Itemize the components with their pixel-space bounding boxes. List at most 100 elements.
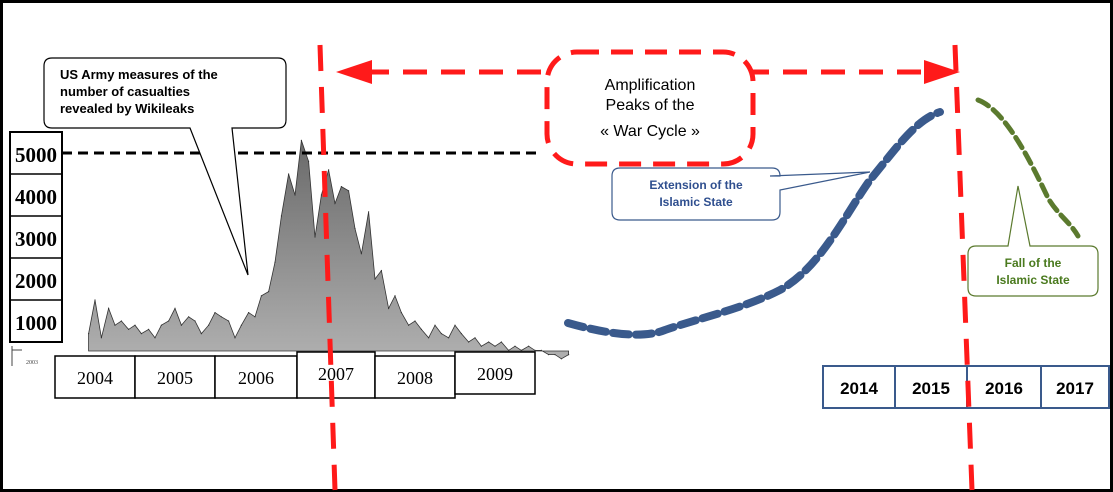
- casualties-point: [514, 345, 516, 347]
- y-tick-label: 5000: [15, 143, 57, 167]
- casualties-point: [508, 349, 510, 351]
- casualties-point: [420, 328, 422, 330]
- casualties-point: [494, 345, 496, 347]
- casualties-point: [408, 324, 410, 326]
- future-x-tick-label: 2015: [912, 379, 950, 398]
- casualties-point: [540, 349, 543, 351]
- extension-curve: [564, 108, 944, 339]
- future-x-tick-label: 2014: [840, 379, 878, 398]
- casualties-point: [560, 358, 563, 360]
- fall-callout-line-2: Islamic State: [996, 273, 1070, 287]
- casualties-point: [434, 324, 436, 326]
- future-x-tick-box: [1040, 365, 1110, 409]
- casualties-point: [460, 333, 462, 335]
- casualties-point: [388, 307, 390, 309]
- casualties-point: [140, 333, 142, 335]
- casualties-point: [100, 337, 102, 339]
- casualties-point: [94, 299, 96, 301]
- casualties-point: [554, 354, 556, 356]
- x-tick-box: [454, 351, 536, 395]
- future-x-tick-label: 2017: [1056, 379, 1094, 398]
- x-tick-label: 2009: [477, 364, 513, 384]
- y-axis: 5000 4000 3000 2000 1000: [9, 131, 63, 343]
- fall-curve: [975, 97, 1081, 239]
- y-tick-label: 1000: [15, 311, 57, 335]
- cycle-arrow-head-right: [924, 60, 960, 84]
- x-tick-label: 2004: [77, 368, 113, 388]
- casualties-point: [414, 320, 416, 322]
- casualties-point: [214, 312, 216, 314]
- casualties-point: [120, 320, 122, 322]
- cycle-boundary-right: [952, 44, 975, 491]
- wikileaks-callout-shape: [43, 57, 287, 276]
- casualties-point: [114, 324, 116, 326]
- casualties-point: [400, 312, 402, 314]
- war-cycle-box-line-1: Amplification: [605, 77, 696, 94]
- casualties-point: [380, 270, 382, 272]
- casualties-point: [154, 337, 156, 339]
- casualties-point: [328, 169, 330, 171]
- casualties-point: [488, 341, 490, 343]
- casualties-point: [234, 337, 236, 339]
- casualties-point: [208, 324, 210, 326]
- cycle-boundary-left: [317, 44, 338, 491]
- casualties-point: [334, 202, 336, 204]
- extension-callout-shape: [611, 167, 871, 221]
- x-tick-label: 2005: [157, 368, 193, 388]
- casualties-point: [548, 354, 550, 356]
- casualties-point: [88, 333, 90, 335]
- casualties-point: [180, 324, 182, 326]
- casualties-point: [274, 261, 276, 263]
- casualties-point: [468, 341, 470, 343]
- x-tick-label: 2006: [238, 368, 274, 388]
- fall-callout-line-1: Fall of the: [1005, 256, 1062, 270]
- future-x-tick-box: [822, 365, 896, 409]
- casualties-point: [368, 211, 370, 213]
- extension-callout: Extension of the Islamic State: [611, 167, 871, 221]
- casualties-point: [308, 160, 310, 162]
- casualties-point: [108, 307, 110, 309]
- fall-callout-shape: [967, 185, 1099, 297]
- casualties-point: [128, 328, 130, 330]
- casualties-point: [288, 173, 290, 175]
- casualties-point: [240, 324, 242, 326]
- casualties-point: [348, 190, 350, 192]
- casualties-point: [474, 337, 476, 339]
- casualties-point: [248, 312, 250, 314]
- extension-callout-line-2: Islamic State: [659, 195, 733, 209]
- casualties-point: [188, 316, 190, 318]
- x-tick-box: [134, 355, 216, 399]
- wikileaks-callout-line-2: number of casualties: [60, 84, 190, 99]
- casualties-point: [280, 215, 282, 217]
- casualties-point: [520, 349, 523, 351]
- casualties-point: [260, 295, 262, 297]
- casualties-point: [440, 333, 442, 335]
- x-axis: 2004 2005 2006 2007 2008 2009: [54, 351, 536, 399]
- casualties-point: [534, 349, 536, 351]
- casualties-point: [314, 236, 316, 238]
- casualties-point: [200, 333, 202, 335]
- casualties-point: [454, 324, 456, 326]
- wikileaks-callout-line-1: US Army measures of the: [60, 67, 218, 82]
- casualties-point: [354, 228, 356, 230]
- casualties-point: [500, 341, 502, 343]
- casualties-point: [148, 328, 150, 330]
- y-tick-label: 4000: [15, 185, 57, 209]
- casualties-point: [160, 324, 162, 326]
- wikileaks-callout-line-3: revealed by Wikileaks: [60, 101, 194, 116]
- casualties-point: [254, 316, 256, 318]
- x-tick-box: [54, 355, 136, 399]
- casualties-point: [134, 324, 136, 326]
- future-x-tick-box: [894, 365, 968, 409]
- x-tick-label: 2007: [318, 364, 354, 384]
- war-cycle-box: [544, 49, 756, 167]
- casualties-point: [320, 194, 322, 196]
- casualties-points: [88, 139, 570, 360]
- casualties-point: [394, 295, 396, 297]
- casualties-point: [360, 253, 362, 255]
- y-tick-label: 3000: [15, 227, 57, 251]
- casualties-point: [340, 186, 342, 188]
- casualties-point: [300, 139, 302, 141]
- casualties-point: [528, 345, 530, 347]
